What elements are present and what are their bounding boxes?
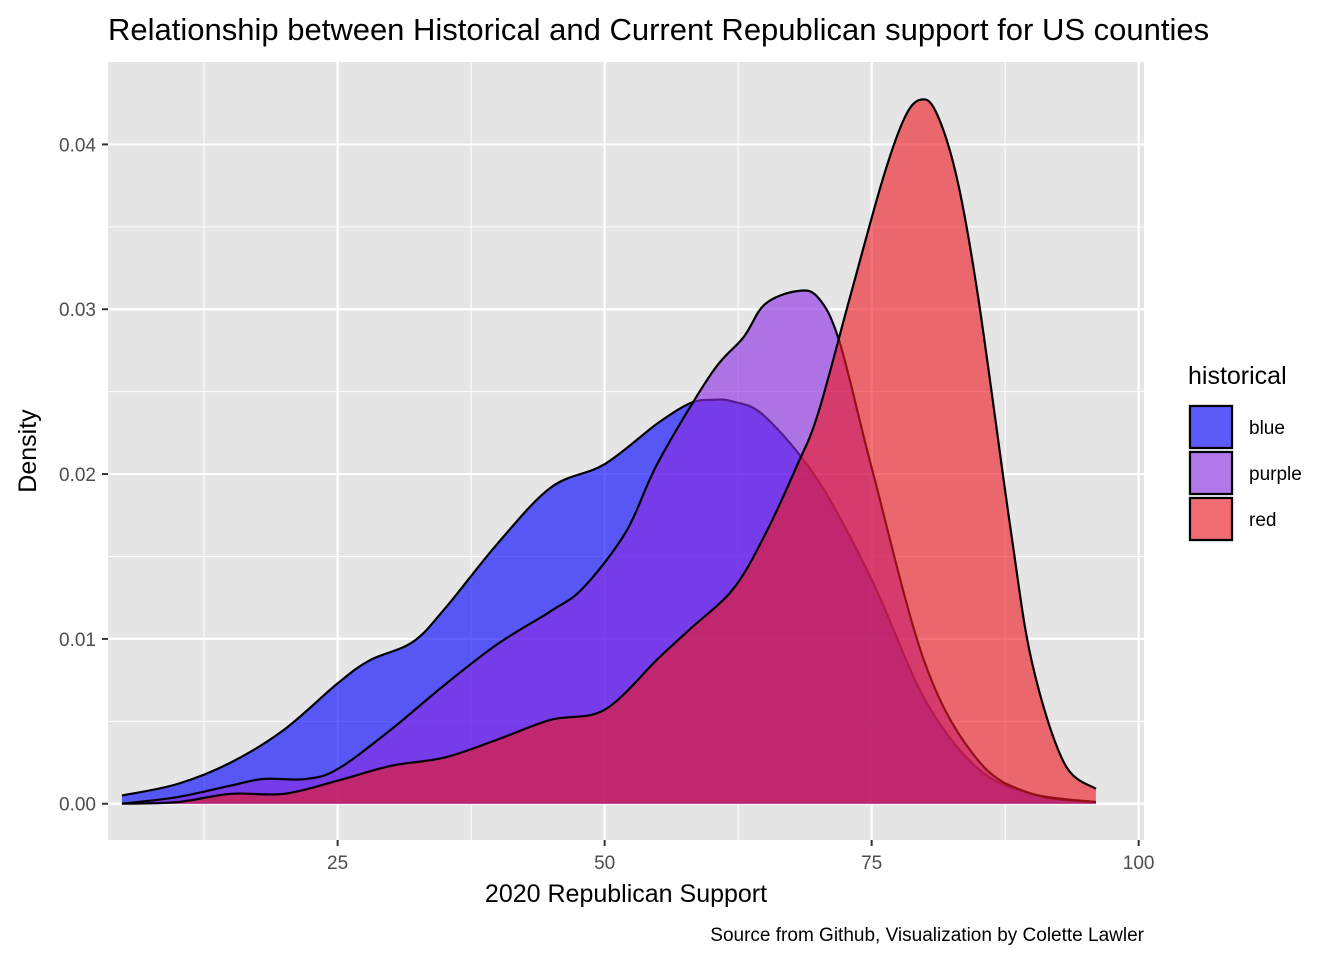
chart-caption: Source from Github, Visualization by Col…: [710, 925, 1144, 946]
legend-label: red: [1249, 510, 1276, 531]
chart-title: Relationship between Historical and Curr…: [108, 12, 1209, 47]
y-tick-label: 0.01: [59, 630, 96, 651]
y-tick-label: 0.03: [59, 300, 96, 321]
x-axis-title: 2020 Republican Support: [485, 880, 767, 908]
legend-title: historical: [1188, 362, 1287, 390]
x-tick-label: 25: [327, 853, 348, 874]
density-area-red: [121, 99, 1096, 804]
x-tick-label: 50: [594, 853, 615, 874]
legend: historical blue purple red: [1188, 362, 1302, 542]
density-areas: [121, 98, 1097, 805]
x-axis-ticks: 25 50 75 100: [327, 840, 1155, 874]
legend-label: blue: [1249, 418, 1285, 439]
x-tick-label: 75: [861, 853, 882, 874]
y-tick-label: 0.02: [59, 465, 96, 486]
legend-items: blue purple red: [1188, 404, 1302, 542]
legend-key-purple: [1188, 450, 1234, 496]
legend-key-red: [1188, 496, 1234, 542]
y-axis-title: Density: [14, 409, 42, 493]
y-tick-label: 0.00: [59, 795, 96, 816]
y-tick-label: 0.04: [59, 135, 96, 156]
legend-label: purple: [1249, 464, 1302, 485]
y-axis-ticks: 0.00 0.01 0.02 0.03 0.04: [59, 135, 108, 816]
legend-key-blue: [1188, 404, 1234, 450]
density-line-red: [121, 98, 1097, 805]
x-tick-label: 100: [1123, 853, 1155, 874]
